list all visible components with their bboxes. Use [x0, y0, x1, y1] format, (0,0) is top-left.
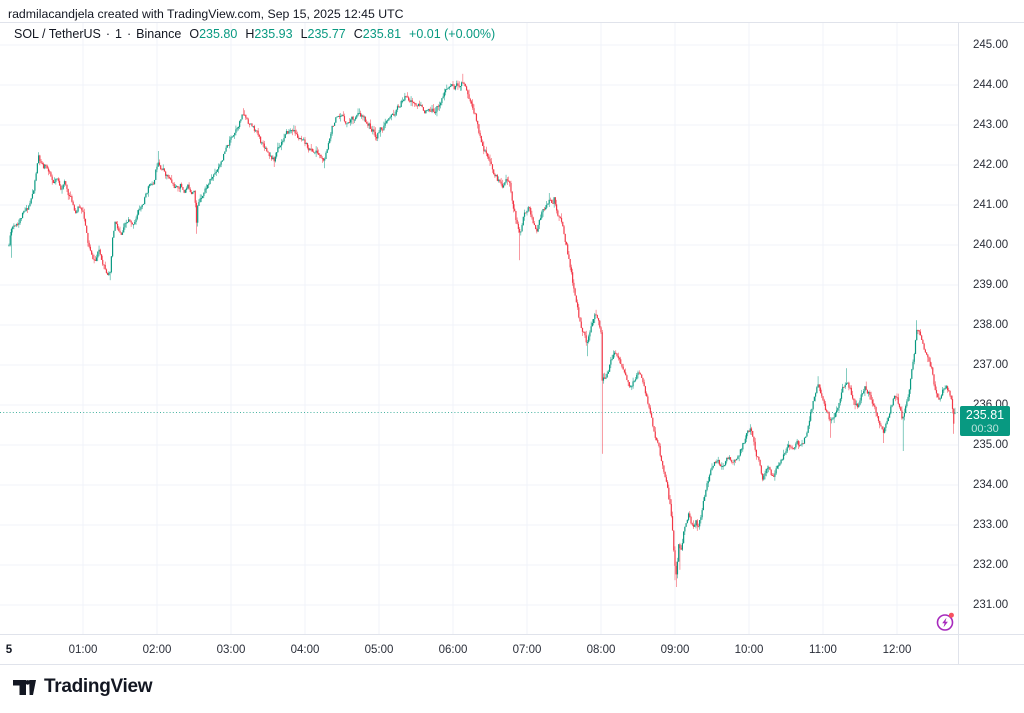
red-notification-dot	[948, 612, 954, 618]
ohlc-low: L235.77	[300, 27, 346, 41]
time-axis-label[interactable]: 12:00	[882, 644, 912, 656]
widget-bottom-border	[0, 664, 1024, 665]
price-axis-label[interactable]: 239.00	[973, 279, 1009, 291]
time-axis-label[interactable]: 11:00	[809, 644, 837, 656]
time-axis-label[interactable]: 05:00	[364, 644, 394, 656]
time-axis-label[interactable]: 02:00	[142, 644, 172, 656]
price-axis-border	[958, 22, 959, 665]
time-axis-label[interactable]: 04:00	[290, 644, 320, 656]
time-axis-label[interactable]: 5	[5, 644, 13, 656]
tradingview-logomark	[13, 679, 36, 695]
time-axis-label[interactable]: 10:00	[734, 644, 764, 656]
exchange-name: Binance	[136, 27, 182, 41]
time-axis-label[interactable]: 01:00	[68, 644, 98, 656]
tradingview-logo[interactable]: TradingView	[13, 676, 153, 698]
candlestick-chart[interactable]	[0, 22, 958, 634]
bar-countdown: 00:30	[971, 422, 999, 435]
symbol-name: SOL / TetherUS	[14, 27, 101, 41]
symbol-legend[interactable]: SOL / TetherUS · 1 · Binance O235.80 H23…	[14, 27, 495, 41]
interval-value: 1	[115, 27, 122, 41]
time-axis-border	[0, 634, 1024, 635]
time-axis-label[interactable]: 08:00	[586, 644, 616, 656]
attribution-text: radmilacandjela created with TradingView…	[8, 7, 404, 21]
time-axis-label[interactable]: 06:00	[438, 644, 468, 656]
time-axis-label[interactable]: 09:00	[660, 644, 690, 656]
last-price-label: 235.81 00:30	[960, 406, 1010, 436]
price-axis-label[interactable]: 243.00	[973, 119, 1009, 131]
price-axis-label[interactable]: 240.00	[973, 239, 1009, 251]
price-axis-label[interactable]: 232.00	[973, 559, 1009, 571]
price-axis-label[interactable]: 242.00	[973, 159, 1009, 171]
legend-separator: ·	[105, 27, 111, 41]
time-axis-label[interactable]: 03:00	[216, 644, 246, 656]
price-axis-label[interactable]: 235.00	[973, 439, 1009, 451]
price-axis-label[interactable]: 245.00	[973, 39, 1009, 51]
price-axis-label[interactable]: 231.00	[973, 599, 1009, 611]
last-price-value: 235.81	[965, 407, 1005, 422]
ohlc-close: C235.81	[353, 27, 402, 41]
price-axis-label[interactable]: 234.00	[973, 479, 1009, 491]
price-axis-label[interactable]: 244.00	[973, 79, 1009, 91]
price-axis-label[interactable]: 233.00	[973, 519, 1009, 531]
ohlc-high: H235.93	[245, 27, 293, 41]
pane-top-border	[0, 22, 1024, 23]
tradingview-logo-text: TradingView	[44, 676, 153, 697]
legend-separator: ·	[126, 27, 132, 41]
price-axis-label[interactable]: 238.00	[973, 319, 1009, 331]
lightning-icon[interactable]	[935, 612, 955, 632]
ohlc-open: O235.80	[189, 27, 238, 41]
price-axis-label[interactable]: 241.00	[973, 199, 1009, 211]
time-axis-label[interactable]: 07:00	[512, 644, 542, 656]
price-axis-label[interactable]: 237.00	[973, 359, 1009, 371]
price-change: +0.01 (+0.00%)	[409, 27, 496, 41]
